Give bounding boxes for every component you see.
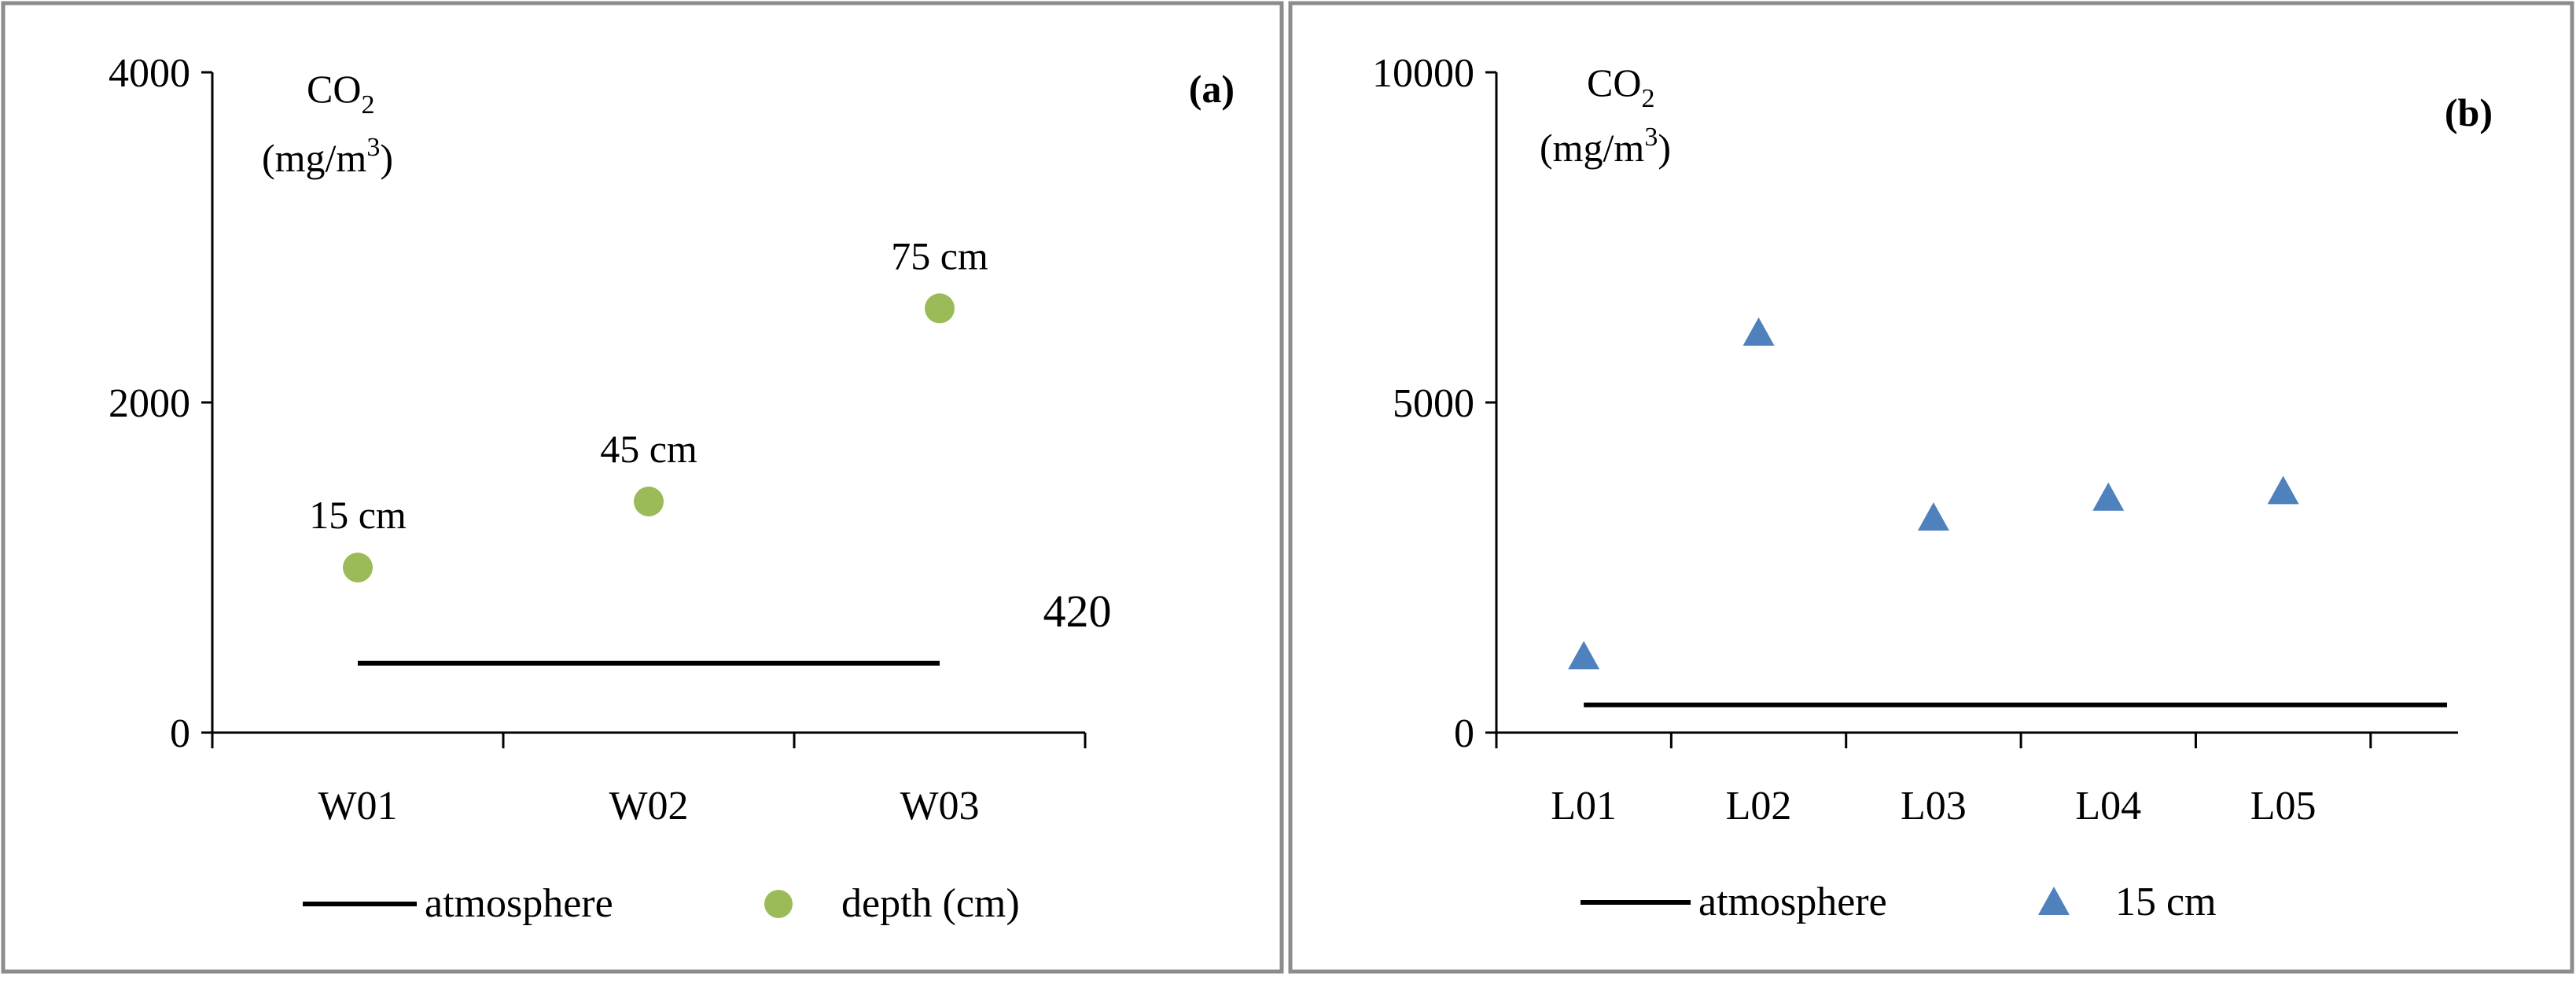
x-tick-label: L03 bbox=[1901, 784, 1967, 829]
data-point-circle bbox=[925, 293, 955, 324]
y-tick-label: 2000 bbox=[109, 381, 190, 426]
panel-a-border bbox=[1, 1, 1284, 974]
data-point-circle bbox=[634, 487, 664, 516]
legend-depth-marker bbox=[764, 890, 793, 918]
panel-b-ylabel-unit: (mg/m3) bbox=[1540, 123, 1671, 170]
panel-b-axes bbox=[1485, 71, 2458, 748]
data-point-triangle bbox=[1917, 502, 1949, 531]
y-tick-label: 5000 bbox=[1393, 381, 1474, 426]
data-label: 75 cm bbox=[891, 233, 988, 277]
y-tick-label: 0 bbox=[1454, 711, 1474, 756]
panel-a-ylabel-unit: (mg/m3) bbox=[262, 133, 393, 180]
panel-a-tick-labels: 0 2000 4000 W01 W02 W03 bbox=[109, 51, 980, 829]
x-tick-label: L01 bbox=[1551, 784, 1617, 829]
data-point-triangle bbox=[1568, 641, 1600, 670]
x-tick-label: L02 bbox=[1726, 784, 1792, 829]
panel-a-atmosphere-annotation: 420 bbox=[1043, 586, 1112, 637]
x-tick-label: L04 bbox=[2075, 784, 2141, 829]
legend-depth-label: depth (cm) bbox=[841, 881, 1020, 926]
y-tick-label: 4000 bbox=[109, 51, 190, 96]
panel-a-ylabel: CO2 bbox=[307, 67, 374, 119]
x-tick-label: W03 bbox=[900, 784, 979, 829]
y-tick-label: 0 bbox=[170, 711, 190, 756]
panel-b-tick-labels: 0 5000 10000 L01 L02 L03 L04 L05 bbox=[1372, 51, 2317, 829]
panel-b-label: (b) bbox=[2445, 90, 2493, 134]
panel-a-legend: atmosphere depth (cm) bbox=[303, 881, 1020, 926]
panel-a-axes bbox=[201, 71, 1087, 748]
panel-b-ylabel: CO2 bbox=[1587, 61, 1654, 113]
panel-a-marks: 15 cm 45 cm 75 cm bbox=[309, 233, 988, 666]
data-label: 15 cm bbox=[309, 493, 407, 537]
data-point-triangle bbox=[1742, 317, 1775, 346]
x-tick-label: W02 bbox=[609, 784, 688, 829]
legend-atmosphere-label: atmosphere bbox=[1698, 880, 1887, 924]
legend-atmosphere-label: atmosphere bbox=[425, 881, 613, 926]
panel-b-border bbox=[1288, 1, 2574, 974]
panel-b-legend: atmosphere 15 cm bbox=[1581, 880, 2217, 924]
data-label: 45 cm bbox=[600, 427, 697, 471]
data-point-circle bbox=[343, 553, 373, 582]
x-tick-label: L05 bbox=[2250, 784, 2317, 829]
legend-15cm-marker bbox=[2038, 887, 2070, 915]
data-point-triangle bbox=[2267, 476, 2299, 505]
panel-b: 0 5000 10000 L01 L02 L03 L04 L05 CO2 (mg/m3) (b… bbox=[1288, 1, 2574, 974]
panel-a-label: (a) bbox=[1189, 67, 1235, 111]
data-point-triangle bbox=[2092, 482, 2125, 511]
legend-15cm-label: 15 cm bbox=[2115, 880, 2217, 924]
panel-a: 0 2000 4000 W01 W02 W03 15 cm 45 cm 75 cm CO2 (… bbox=[1, 1, 1284, 974]
panel-b-marks bbox=[1568, 317, 2447, 707]
x-tick-label: W01 bbox=[318, 784, 397, 829]
y-tick-label: 10000 bbox=[1372, 51, 1474, 96]
